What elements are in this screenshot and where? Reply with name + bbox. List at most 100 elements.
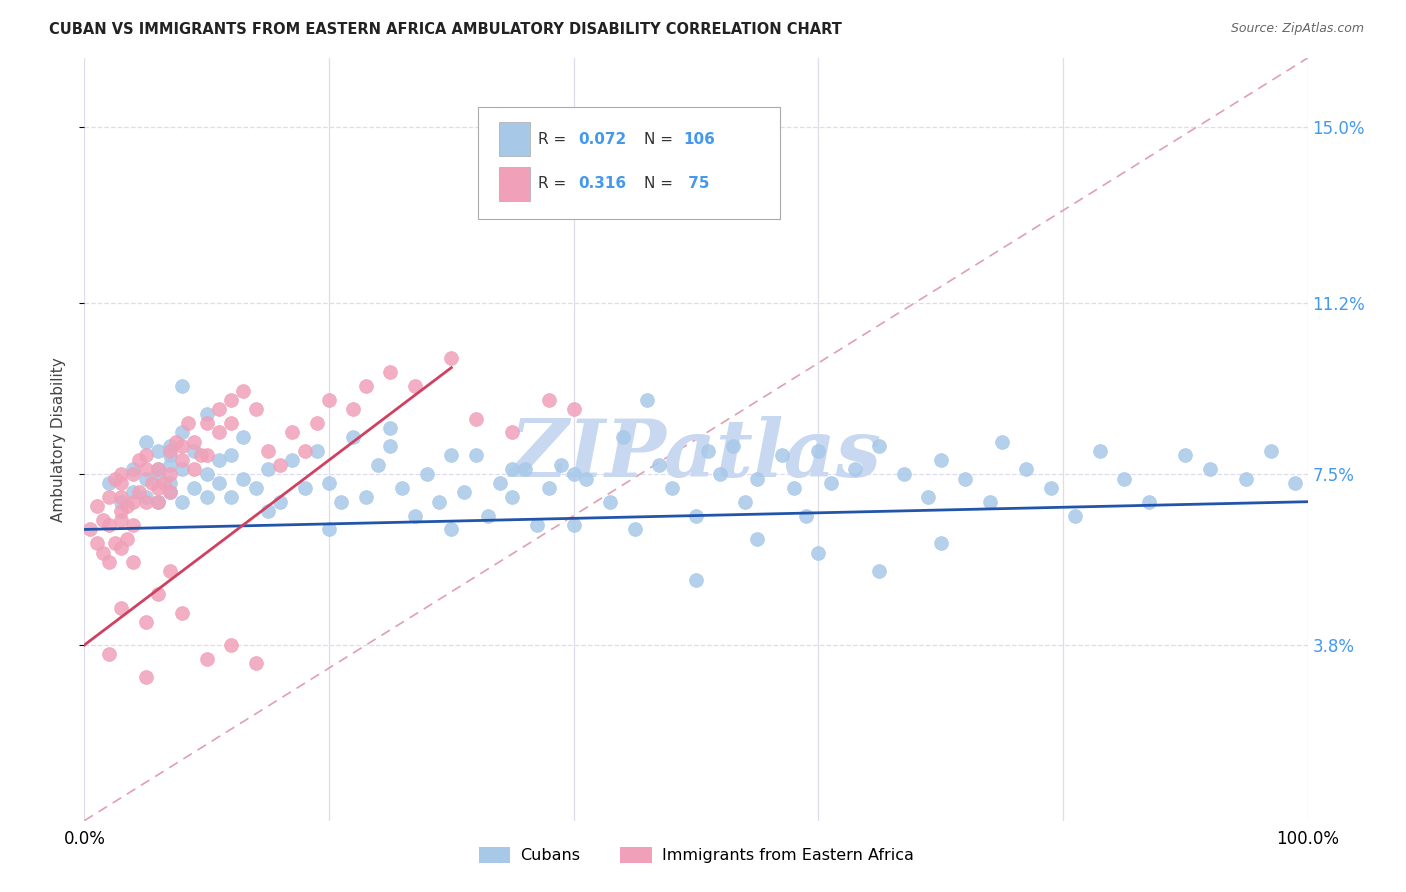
Point xyxy=(183,481,205,495)
Point xyxy=(135,472,157,486)
Point xyxy=(110,476,132,491)
Point xyxy=(489,476,512,491)
Point xyxy=(342,430,364,444)
Point xyxy=(599,494,621,508)
Point xyxy=(232,430,254,444)
Point xyxy=(104,472,127,486)
Point xyxy=(91,513,114,527)
Point xyxy=(464,449,486,463)
Point xyxy=(110,467,132,481)
Point xyxy=(128,485,150,500)
Point xyxy=(141,476,163,491)
Point xyxy=(269,458,291,472)
Point xyxy=(195,652,218,666)
Text: 0.316: 0.316 xyxy=(578,177,626,191)
Point xyxy=(562,517,585,532)
Point xyxy=(979,494,1001,508)
Point xyxy=(367,458,389,472)
Point xyxy=(734,494,756,508)
Text: R =: R = xyxy=(538,132,572,146)
Point xyxy=(86,536,108,550)
Point xyxy=(159,458,181,472)
Point xyxy=(97,490,120,504)
Point xyxy=(135,615,157,629)
Point xyxy=(146,462,169,476)
Text: 75: 75 xyxy=(683,177,710,191)
Point xyxy=(1088,443,1111,458)
Point xyxy=(190,449,212,463)
Point xyxy=(513,462,536,476)
Point xyxy=(685,508,707,523)
Point xyxy=(159,443,181,458)
Point xyxy=(122,462,145,476)
Point xyxy=(159,467,181,481)
Point xyxy=(453,485,475,500)
Point xyxy=(219,392,242,407)
Point xyxy=(747,472,769,486)
Point xyxy=(195,416,218,430)
Point xyxy=(183,462,205,476)
Point xyxy=(177,416,200,430)
Point xyxy=(538,481,561,495)
Point xyxy=(122,517,145,532)
Point xyxy=(146,587,169,601)
Point xyxy=(232,384,254,398)
Point xyxy=(208,453,231,467)
Point xyxy=(624,523,647,537)
Point xyxy=(550,458,572,472)
Point xyxy=(115,532,138,546)
Point xyxy=(783,481,806,495)
Point xyxy=(104,536,127,550)
Point xyxy=(135,494,157,508)
Text: 0.072: 0.072 xyxy=(578,132,626,146)
Point xyxy=(721,439,744,453)
Point xyxy=(502,490,524,504)
Point xyxy=(991,434,1014,449)
Point xyxy=(440,351,463,366)
Point xyxy=(820,476,842,491)
Point xyxy=(97,555,120,569)
Point xyxy=(159,476,181,491)
Text: ZIPatlas: ZIPatlas xyxy=(510,416,882,493)
Point xyxy=(183,434,205,449)
Point xyxy=(208,476,231,491)
Text: Source: ZipAtlas.com: Source: ZipAtlas.com xyxy=(1230,22,1364,36)
Text: N =: N = xyxy=(644,177,678,191)
Point xyxy=(636,392,658,407)
Point xyxy=(159,564,181,578)
Point xyxy=(79,523,101,537)
Point xyxy=(97,476,120,491)
Point xyxy=(1260,443,1282,458)
Point xyxy=(219,638,242,652)
Point xyxy=(183,443,205,458)
Point xyxy=(440,523,463,537)
Point xyxy=(165,434,187,449)
Point xyxy=(97,647,120,661)
Legend: Cubans, Immigrants from Eastern Africa: Cubans, Immigrants from Eastern Africa xyxy=(472,840,920,870)
Point xyxy=(648,458,671,472)
Point xyxy=(380,439,402,453)
Point xyxy=(416,467,439,481)
Point xyxy=(172,453,194,467)
Point xyxy=(794,508,817,523)
Point xyxy=(562,402,585,417)
Point xyxy=(146,481,169,495)
Point xyxy=(917,490,939,504)
Point xyxy=(146,443,169,458)
Point xyxy=(1114,472,1136,486)
Y-axis label: Ambulatory Disability: Ambulatory Disability xyxy=(51,357,66,522)
Point xyxy=(294,443,316,458)
Point xyxy=(281,425,304,440)
Point xyxy=(110,490,132,504)
Point xyxy=(440,449,463,463)
Point xyxy=(477,508,499,523)
Point xyxy=(257,462,280,476)
Point xyxy=(195,490,218,504)
Point xyxy=(770,449,793,463)
Point xyxy=(844,462,866,476)
Point xyxy=(110,541,132,555)
Point xyxy=(526,517,548,532)
Point xyxy=(153,476,176,491)
Point xyxy=(195,467,218,481)
Point xyxy=(172,494,194,508)
